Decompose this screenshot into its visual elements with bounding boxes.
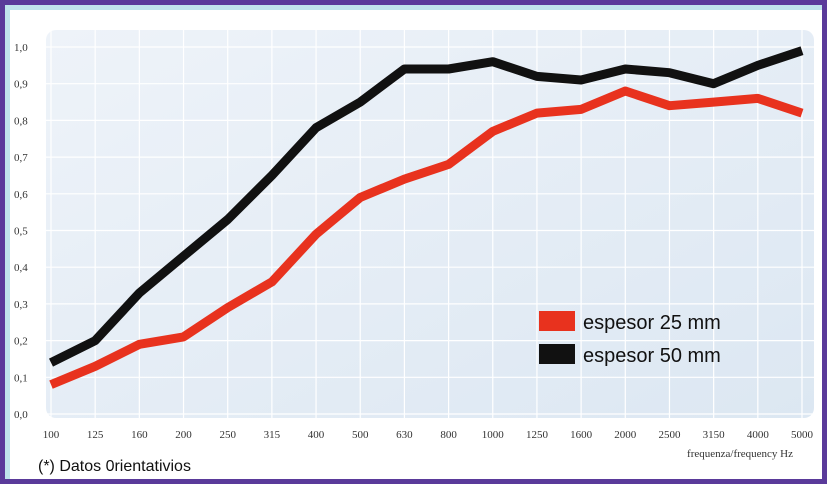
y-tick-label: 0,9 — [14, 79, 28, 91]
series-line-50mm — [48, 46, 804, 367]
footnote: (*) Datos 0rientativios — [38, 458, 191, 475]
x-tick-label: 1250 — [526, 429, 549, 441]
x-tick-label: 2000 — [614, 429, 637, 441]
y-tick-label: 0,8 — [14, 115, 28, 127]
x-tick-label: 125 — [87, 429, 104, 441]
x-tick-label: 315 — [264, 429, 281, 441]
x-tick-label: 400 — [308, 429, 325, 441]
y-tick-label: 0,1 — [14, 372, 28, 384]
x-tick-label: 800 — [440, 429, 457, 441]
y-tick-label: 0,4 — [14, 262, 28, 274]
x-tick-label: 500 — [352, 429, 369, 441]
y-tick-label: 0,7 — [14, 152, 28, 164]
y-tick-label: 0,0 — [14, 409, 28, 421]
x-tick-label: 4000 — [747, 429, 770, 441]
x-tick-label: 1600 — [570, 429, 593, 441]
plot-area — [46, 30, 814, 418]
y-tick-label: 0,2 — [14, 336, 28, 348]
x-tick-label: 2500 — [658, 429, 681, 441]
absorption-chart: 0,0 0,1 0,2 0,3 0,4 0,5 0,6 0,7 0,8 0,9 1,0 100 125… — [14, 30, 814, 475]
x-tick-label: 100 — [43, 429, 60, 441]
legend-swatch-50mm — [539, 344, 575, 364]
x-tick-label: 630 — [396, 429, 413, 441]
x-tick-label: 5000 — [791, 429, 814, 441]
x-tick-label: 3150 — [703, 429, 726, 441]
legend-swatch-25mm — [539, 311, 575, 331]
y-tick-label: 0,3 — [14, 299, 28, 311]
chart-panel: 0,0 0,1 0,2 0,3 0,4 0,5 0,6 0,7 0,8 0,9 1,0 100 125… — [10, 10, 822, 479]
x-tick-label: 200 — [175, 429, 192, 441]
y-tick-label: 1,0 — [14, 42, 28, 54]
x-tick-label: 250 — [219, 429, 236, 441]
y-tick-label: 0,6 — [14, 189, 28, 201]
series-line-25mm — [49, 86, 804, 389]
x-axis-title: frequenza/frequency Hz — [687, 448, 793, 460]
x-tick-label: 1000 — [482, 429, 505, 441]
y-tick-label: 0,5 — [14, 226, 28, 238]
legend-label-50mm: espesor 50 mm — [583, 345, 721, 367]
legend-label-25mm: espesor 25 mm — [583, 312, 721, 334]
x-tick-label: 160 — [131, 429, 148, 441]
